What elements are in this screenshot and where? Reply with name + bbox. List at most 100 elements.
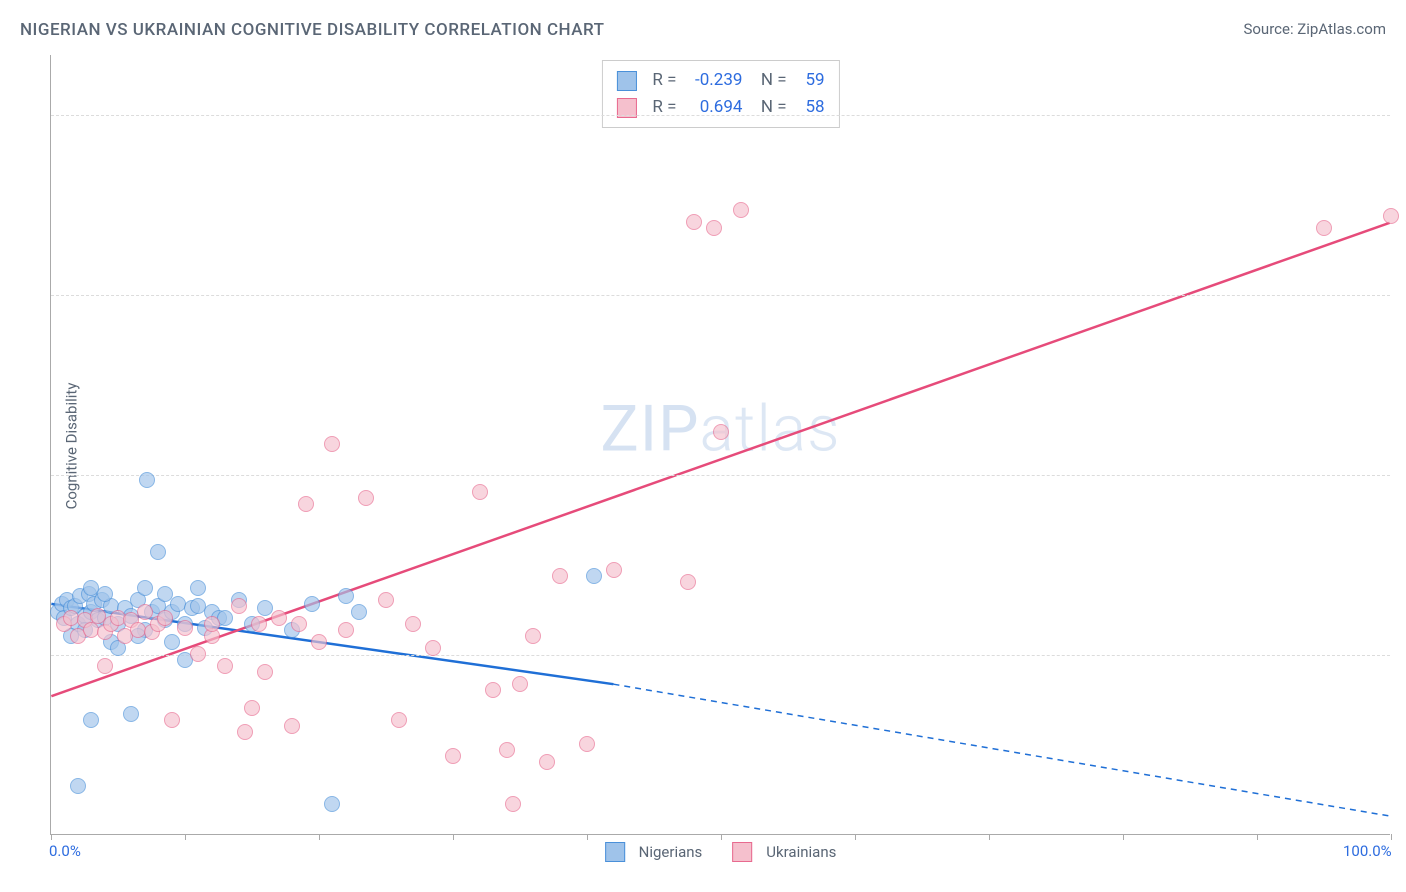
plot-area: ZIPatlas R = -0.239 N = 59 R = 0.694 N =… (50, 55, 1390, 835)
scatter-point (338, 588, 354, 604)
scatter-point (204, 616, 220, 632)
scatter-point (291, 616, 307, 632)
stats-row-ukrainians: R = 0.694 N = 58 (616, 94, 824, 121)
legend-swatch-ukrainians (732, 842, 752, 862)
stats-legend: R = -0.239 N = 59 R = 0.694 N = 58 (601, 60, 839, 128)
scatter-point (606, 562, 622, 578)
ytick-label: 45.0% (1395, 286, 1406, 304)
scatter-point (358, 490, 374, 506)
ytick-label: 15.0% (1395, 646, 1406, 664)
swatch-nigerians (616, 71, 636, 91)
scatter-point (525, 628, 541, 644)
bottom-legend: Nigerians Ukrainians (605, 842, 837, 862)
trend-line-dashed (613, 684, 1389, 816)
xtick (1257, 834, 1258, 840)
scatter-point (177, 620, 193, 636)
scatter-point (405, 616, 421, 632)
scatter-point (586, 568, 602, 584)
legend-label-ukrainians: Ukrainians (766, 843, 836, 861)
scatter-point (552, 568, 568, 584)
scatter-point (70, 778, 86, 794)
scatter-point (97, 586, 113, 602)
xtick (855, 834, 856, 840)
scatter-point (391, 712, 407, 728)
scatter-point (257, 664, 273, 680)
xtick-label: 100.0% (1343, 842, 1392, 860)
scatter-point (237, 724, 253, 740)
scatter-point (324, 436, 340, 452)
grid-line (51, 115, 1390, 116)
n-value-ukrainians: 58 (797, 94, 825, 121)
ytick-label: 30.0% (1395, 466, 1406, 484)
xtick (51, 834, 52, 840)
xtick (587, 834, 588, 840)
xtick (185, 834, 186, 840)
scatter-point (706, 220, 722, 236)
scatter-point (304, 596, 320, 612)
scatter-point (445, 748, 461, 764)
scatter-point (680, 574, 696, 590)
xtick-label: 0.0% (49, 842, 81, 860)
chart-title: NIGERIAN VS UKRAINIAN COGNITIVE DISABILI… (20, 20, 605, 40)
scatter-point (137, 580, 153, 596)
scatter-point (686, 214, 702, 230)
grid-line (51, 655, 1390, 656)
scatter-point (425, 640, 441, 656)
xtick (1391, 834, 1392, 840)
scatter-point (472, 484, 488, 500)
legend-label-nigerians: Nigerians (639, 843, 703, 861)
n-value-nigerians: 59 (797, 67, 825, 94)
scatter-point (1383, 208, 1399, 224)
legend-item-ukrainians: Ukrainians (732, 842, 836, 862)
scatter-point (190, 580, 206, 596)
scatter-point (271, 610, 287, 626)
scatter-point (298, 496, 314, 512)
trend-lines-layer (51, 55, 1390, 834)
scatter-point (351, 604, 367, 620)
scatter-point (97, 658, 113, 674)
scatter-point (311, 634, 327, 650)
scatter-point (733, 202, 749, 218)
scatter-point (485, 682, 501, 698)
chart-container: NIGERIAN VS UKRAINIAN COGNITIVE DISABILI… (0, 0, 1406, 892)
scatter-point (157, 610, 173, 626)
scatter-point (251, 616, 267, 632)
scatter-point (579, 736, 595, 752)
xtick (721, 834, 722, 840)
scatter-point (150, 544, 166, 560)
scatter-point (713, 424, 729, 440)
scatter-point (244, 700, 260, 716)
scatter-point (157, 586, 173, 602)
xtick (319, 834, 320, 840)
scatter-point (338, 622, 354, 638)
legend-item-nigerians: Nigerians (605, 842, 703, 862)
scatter-point (284, 718, 300, 734)
r-value-nigerians: -0.239 (686, 67, 742, 94)
scatter-point (190, 646, 206, 662)
scatter-point (137, 604, 153, 620)
stats-row-nigerians: R = -0.239 N = 59 (616, 67, 824, 94)
scatter-point (324, 796, 340, 812)
scatter-point (123, 706, 139, 722)
scatter-point (539, 754, 555, 770)
r-value-ukrainians: 0.694 (686, 94, 742, 121)
ytick-label: 60.0% (1395, 106, 1406, 124)
source-attribution: Source: ZipAtlas.com (1243, 20, 1386, 38)
scatter-point (217, 658, 233, 674)
scatter-point (164, 634, 180, 650)
xtick (1123, 834, 1124, 840)
xtick (453, 834, 454, 840)
scatter-point (231, 598, 247, 614)
scatter-point (139, 472, 155, 488)
xtick (989, 834, 990, 840)
legend-swatch-nigerians (605, 842, 625, 862)
scatter-point (164, 712, 180, 728)
scatter-point (1316, 220, 1332, 236)
grid-line (51, 475, 1390, 476)
scatter-point (512, 676, 528, 692)
scatter-point (378, 592, 394, 608)
scatter-point (83, 712, 99, 728)
scatter-point (505, 796, 521, 812)
scatter-point (499, 742, 515, 758)
grid-line (51, 295, 1390, 296)
